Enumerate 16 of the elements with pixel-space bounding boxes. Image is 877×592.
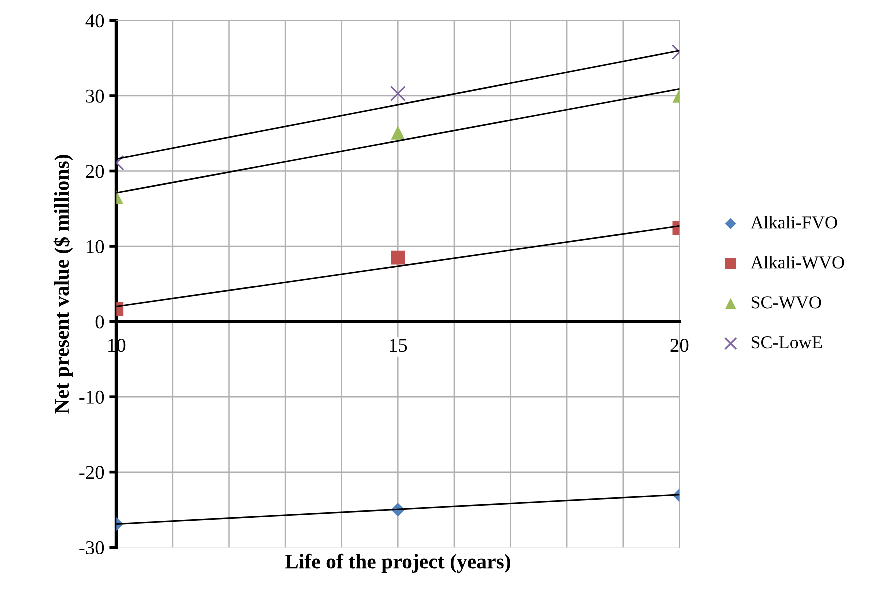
y-tick-label: 10 bbox=[87, 240, 104, 254]
y-tick-label: 20 bbox=[86, 165, 104, 178]
legend-label: SC-LowE bbox=[752, 336, 822, 349]
y-tick-label: 40 bbox=[86, 14, 104, 28]
y-axis-title: Net present value ($ millions) bbox=[54, 155, 74, 414]
legend-label: Alkali-FVO bbox=[750, 216, 838, 229]
x-tick-label: 20 bbox=[670, 339, 689, 352]
y-tick-label: 30 bbox=[86, 90, 104, 103]
y-tick-label: 0 bbox=[96, 316, 104, 329]
x-tick-label: 15 bbox=[390, 339, 408, 352]
legend-label: SC-WVO bbox=[752, 296, 822, 309]
y-tick-label: -20 bbox=[80, 466, 104, 480]
legend-label: Alkali-WVO bbox=[750, 256, 844, 269]
y-tick-label: -30 bbox=[80, 541, 104, 555]
y-tick-label: -10 bbox=[80, 390, 104, 404]
x-axis-title: Life of the project (years) bbox=[285, 554, 510, 574]
